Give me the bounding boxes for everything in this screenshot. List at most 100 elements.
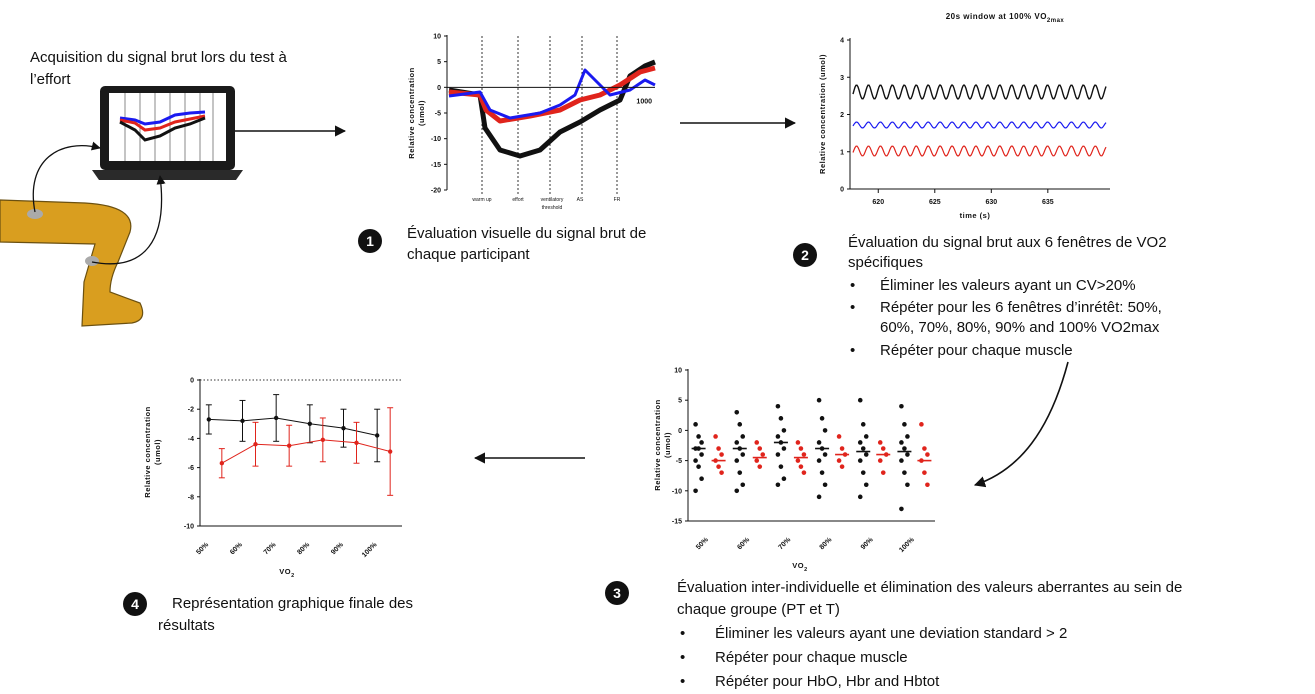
x-label-text: VO [279, 567, 291, 576]
step-text: Évaluation inter-individuelle et élimina… [677, 579, 1182, 596]
data-point [899, 506, 904, 512]
bullet: • [680, 625, 685, 642]
y-label: Relative concentration [653, 399, 662, 490]
data-point [374, 433, 380, 438]
data-point [816, 440, 822, 445]
signal-trace [852, 84, 1107, 100]
bullet-text: Répéter pour HbO, Hbr and Hbtot [715, 673, 940, 690]
data-point [719, 452, 724, 457]
bullet-text: Éliminer les valeurs ayant un CV>20% [880, 277, 1136, 294]
data-point [740, 434, 746, 439]
data-point [716, 464, 721, 469]
title-text: 20s window at 100% VO [946, 12, 1047, 21]
bullet: • [850, 342, 855, 359]
data-point [902, 422, 907, 427]
bullet-text: Éliminer les valeurs ayant une deviation… [715, 625, 1067, 642]
y-tick-label: 5 [678, 398, 682, 405]
data-point [719, 470, 724, 475]
data-point [713, 434, 718, 439]
data-point [905, 434, 910, 439]
data-point [877, 458, 883, 463]
data-point [696, 464, 701, 469]
x-tick-label: 90% [860, 536, 875, 551]
arrow [973, 361, 1069, 488]
bullet: • [850, 299, 855, 316]
data-point [860, 422, 866, 427]
x-tick-label: 90% [330, 541, 345, 556]
step-number: 2 [801, 247, 809, 263]
y-tick-label: 5 [437, 59, 441, 66]
data-point [905, 482, 910, 488]
data-point [699, 476, 704, 482]
bullet: • [680, 673, 685, 690]
laptop [92, 86, 243, 180]
data-point [778, 416, 784, 421]
x-label-sub: 2 [291, 573, 295, 579]
data-point [273, 415, 279, 421]
x-tick-label: 625 [929, 199, 941, 206]
y-label: (umol) [417, 100, 426, 126]
x-tick-label: 1000 [636, 98, 652, 105]
data-point [899, 440, 904, 445]
y-tick-label: -15 [672, 519, 682, 526]
data-point [816, 458, 822, 463]
data-point [822, 428, 828, 433]
step-text: résultats [158, 617, 215, 634]
y-tick-label: 0 [840, 187, 844, 194]
x-tick-label: 635 [1042, 199, 1054, 206]
x-tick-label: 70% [777, 536, 792, 551]
step-text: Représentation graphique finale des [172, 595, 413, 612]
data-point [734, 409, 740, 415]
acq-text: l’effort [30, 71, 71, 88]
data-point [836, 434, 842, 439]
data-point [734, 458, 740, 463]
data-point [798, 446, 804, 451]
data-point [387, 449, 393, 454]
y-tick-label: 4 [840, 38, 844, 45]
data-point [696, 434, 701, 439]
data-point [880, 446, 886, 451]
bullet-text: 60%, 70%, 80%, 90% and 100% VO2max [880, 319, 1160, 336]
x-tick-label: 100% [361, 541, 379, 559]
y-tick-label: -10 [431, 136, 441, 143]
leg [0, 199, 144, 327]
data-point [734, 440, 740, 445]
data-point [925, 482, 930, 488]
series-line [221, 439, 391, 464]
data-point [919, 422, 924, 427]
y-tick-label: -5 [676, 458, 682, 465]
data-point [206, 417, 212, 422]
y-tick-label: 3 [840, 75, 844, 82]
data-point [737, 470, 743, 475]
data-point [860, 446, 866, 451]
phase-label: ventilatory [541, 197, 564, 203]
connector [32, 141, 101, 213]
y-tick-label: -4 [188, 436, 194, 443]
y-tick-label: -10 [672, 488, 682, 495]
x-tick-label: 50% [195, 541, 210, 556]
data-point [778, 464, 784, 469]
data-point [795, 458, 801, 463]
data-point [922, 446, 927, 451]
data-point [253, 442, 258, 447]
data-point [354, 440, 359, 445]
step-badge [358, 229, 382, 253]
phase-label: FR [614, 197, 621, 203]
bullet: • [680, 649, 685, 666]
x-tick-label: 60% [736, 536, 751, 551]
data-point [863, 434, 869, 439]
phase-label: warm up [472, 197, 491, 203]
data-point [857, 397, 863, 403]
data-point [693, 458, 698, 463]
x-label-sub: 2 [804, 567, 808, 573]
y-tick-label: 10 [433, 34, 441, 41]
step-text: chaque participant [407, 246, 530, 263]
data-point [863, 482, 869, 488]
signal-trace [852, 145, 1107, 157]
line-chart: VO2 Relative concentration (umol) 0 -2 -4 -… [143, 378, 402, 579]
y-tick-label: -6 [188, 465, 194, 472]
step-number: 3 [613, 585, 621, 601]
phase-label: effort [512, 197, 524, 203]
data-point [902, 470, 907, 475]
data-point [801, 452, 807, 457]
